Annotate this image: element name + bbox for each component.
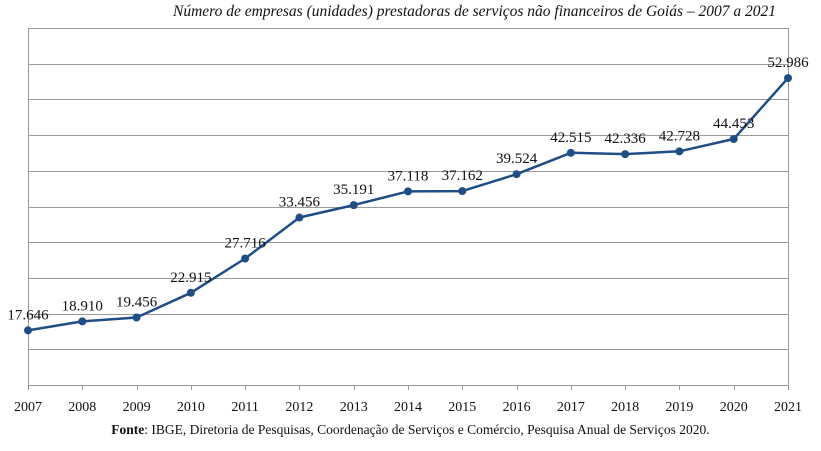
data-label: 35.191 xyxy=(333,182,374,198)
x-tick-label: 2018 xyxy=(611,400,639,415)
data-point xyxy=(24,326,32,335)
x-tick-label: 2020 xyxy=(720,400,748,415)
data-point xyxy=(621,150,630,159)
data-point xyxy=(566,148,575,157)
data-label: 33.456 xyxy=(279,195,321,211)
x-tick-label: 2012 xyxy=(285,400,313,415)
source-footer: Fonte: IBGE, Diretoria de Pesquisas, Coo… xyxy=(0,422,821,438)
x-axis: 2007 2008 2009 2010 2011 2012 2013 2014 2015 2016… xyxy=(14,385,802,415)
data-label: 42.728 xyxy=(659,128,700,144)
source-label: Fonte xyxy=(111,422,145,437)
data-label: 17.646 xyxy=(7,307,49,323)
x-tick-label: 2015 xyxy=(448,400,476,415)
data-point xyxy=(186,288,195,297)
x-tick-label: 2008 xyxy=(68,400,96,415)
data-label: 19.456 xyxy=(116,294,158,310)
x-tick-label: 2017 xyxy=(557,400,585,415)
data-label: 44.453 xyxy=(713,116,754,132)
data-label: 37.118 xyxy=(388,168,429,184)
data-label: 42.515 xyxy=(550,130,591,146)
data-point xyxy=(404,187,412,196)
x-tick-label: 2010 xyxy=(177,400,205,415)
data-point xyxy=(675,147,684,156)
series-line xyxy=(27,77,789,332)
series-group xyxy=(24,74,792,335)
x-tick-label: 2011 xyxy=(231,400,258,415)
data-label: 42.336 xyxy=(605,131,647,147)
source-text: : IBGE, Diretoria de Pesquisas, Coordena… xyxy=(144,422,710,437)
data-label: 27.716 xyxy=(225,236,267,252)
chart-title: Número de empresas (unidades) prestadora… xyxy=(172,3,776,20)
x-tick-label: 2019 xyxy=(665,400,693,415)
grid-lines xyxy=(28,28,789,386)
x-tick-label: 2021 xyxy=(774,400,802,415)
data-point xyxy=(349,201,358,210)
data-point xyxy=(295,213,304,222)
data-label: 39.524 xyxy=(496,151,538,167)
data-label: 37.162 xyxy=(442,168,483,184)
x-tick-label: 2016 xyxy=(503,400,531,415)
data-point xyxy=(78,317,87,326)
data-point xyxy=(512,170,521,179)
data-label: 52.986 xyxy=(767,55,809,71)
data-point xyxy=(458,187,467,196)
x-tick-label: 2007 xyxy=(14,400,42,415)
x-tick-label: 2013 xyxy=(340,400,368,415)
data-point xyxy=(241,254,250,263)
x-tick-label: 2014 xyxy=(394,400,422,415)
data-label: 18.910 xyxy=(62,298,103,314)
data-point xyxy=(784,74,792,83)
data-labels: 17.646 18.910 19.456 22.915 27.716 33.456 35.1… xyxy=(7,55,809,323)
data-label: 22.915 xyxy=(170,270,211,286)
data-point xyxy=(729,135,738,144)
data-point xyxy=(132,313,141,322)
x-tick-label: 2009 xyxy=(123,400,151,415)
